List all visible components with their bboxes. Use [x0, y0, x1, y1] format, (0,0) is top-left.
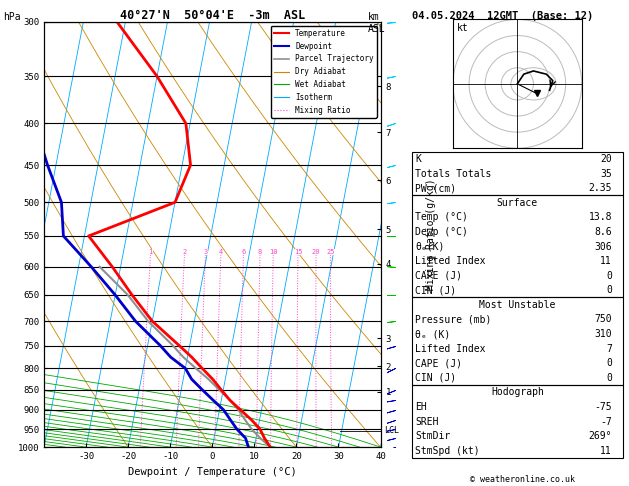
Text: θₑ (K): θₑ (K) [415, 329, 450, 339]
X-axis label: Dewpoint / Temperature (°C): Dewpoint / Temperature (°C) [128, 467, 297, 477]
Text: 20: 20 [312, 249, 320, 255]
Text: CIN (J): CIN (J) [415, 373, 456, 383]
Text: 20: 20 [600, 154, 612, 164]
Text: 0: 0 [606, 373, 612, 383]
Text: -75: -75 [594, 402, 612, 412]
Text: 13.8: 13.8 [589, 212, 612, 223]
Text: Pressure (mb): Pressure (mb) [415, 314, 491, 325]
Text: 0: 0 [606, 358, 612, 368]
Text: 310: 310 [594, 329, 612, 339]
Text: 7: 7 [606, 344, 612, 354]
Text: 6: 6 [242, 249, 246, 255]
Legend: Temperature, Dewpoint, Parcel Trajectory, Dry Adiabat, Wet Adiabat, Isotherm, Mi: Temperature, Dewpoint, Parcel Trajectory… [270, 26, 377, 118]
Text: 269°: 269° [589, 431, 612, 441]
Text: Hodograph: Hodograph [491, 387, 544, 398]
Text: 25: 25 [326, 249, 335, 255]
Text: © weatheronline.co.uk: © weatheronline.co.uk [470, 474, 574, 484]
Text: km
ASL: km ASL [368, 12, 386, 34]
Text: 8: 8 [258, 249, 262, 255]
Text: 2.35: 2.35 [589, 183, 612, 193]
Text: 0: 0 [606, 271, 612, 281]
Text: Most Unstable: Most Unstable [479, 300, 555, 310]
Text: 8.6: 8.6 [594, 227, 612, 237]
Title: 40°27'N  50°04'E  -3m  ASL: 40°27'N 50°04'E -3m ASL [120, 9, 305, 22]
Text: 3: 3 [203, 249, 208, 255]
Text: 306: 306 [594, 242, 612, 252]
Text: CAPE (J): CAPE (J) [415, 358, 462, 368]
Text: Dewp (°C): Dewp (°C) [415, 227, 468, 237]
Text: -7: -7 [600, 417, 612, 427]
Text: 35: 35 [600, 169, 612, 179]
Text: 0: 0 [606, 285, 612, 295]
Text: CAPE (J): CAPE (J) [415, 271, 462, 281]
Text: 04.05.2024  12GMT  (Base: 12): 04.05.2024 12GMT (Base: 12) [412, 11, 593, 21]
Text: Lifted Index: Lifted Index [415, 256, 486, 266]
Text: 15: 15 [294, 249, 302, 255]
Text: hPa: hPa [3, 12, 21, 22]
Text: 2: 2 [182, 249, 187, 255]
Text: 11: 11 [600, 256, 612, 266]
Text: 10: 10 [269, 249, 277, 255]
Text: StmSpd (kt): StmSpd (kt) [415, 446, 480, 456]
Text: 1: 1 [148, 249, 153, 255]
Text: 4: 4 [219, 249, 223, 255]
Text: EH: EH [415, 402, 427, 412]
Text: Lifted Index: Lifted Index [415, 344, 486, 354]
Text: SREH: SREH [415, 417, 438, 427]
Text: Totals Totals: Totals Totals [415, 169, 491, 179]
Text: K: K [415, 154, 421, 164]
Y-axis label: Mixing Ratio (g/kg): Mixing Ratio (g/kg) [425, 179, 435, 290]
Text: 11: 11 [600, 446, 612, 456]
Text: kt: kt [457, 23, 469, 34]
Text: Temp (°C): Temp (°C) [415, 212, 468, 223]
Text: 750: 750 [594, 314, 612, 325]
Text: CIN (J): CIN (J) [415, 285, 456, 295]
Text: Surface: Surface [497, 198, 538, 208]
Text: StmDir: StmDir [415, 431, 450, 441]
Text: LCL: LCL [384, 426, 399, 435]
Text: PW (cm): PW (cm) [415, 183, 456, 193]
Text: θₑ(K): θₑ(K) [415, 242, 445, 252]
